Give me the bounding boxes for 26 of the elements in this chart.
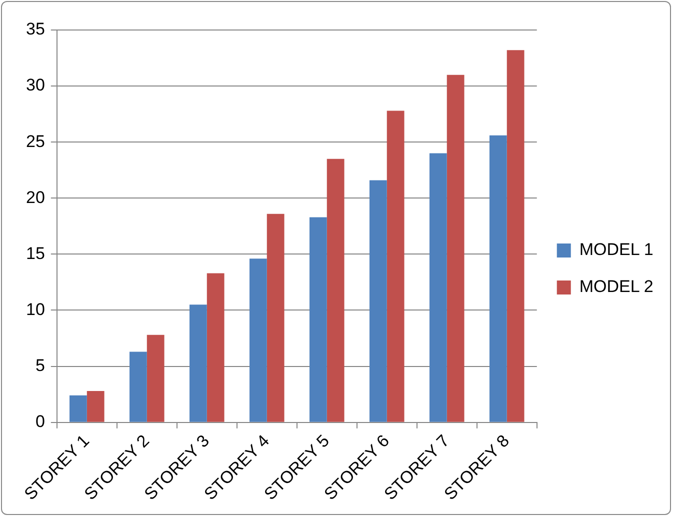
y-tick-label: 20: [26, 188, 45, 207]
legend-label: MODEL 1: [579, 240, 654, 260]
bar: [446, 74, 464, 422]
bar: [369, 180, 387, 422]
y-tick-label: 25: [26, 132, 45, 151]
bar: [249, 258, 267, 422]
y-tick-label: 10: [26, 300, 45, 319]
bar: [326, 158, 344, 422]
bar: [489, 135, 507, 422]
y-tick-label: 5: [35, 356, 45, 375]
bar: [266, 214, 284, 422]
bar: [506, 50, 524, 422]
bar: [86, 390, 104, 422]
bar: [190, 304, 207, 422]
y-tick-label: 15: [26, 244, 45, 263]
bar: [206, 273, 224, 422]
bar: [386, 110, 404, 422]
bar: [429, 153, 447, 422]
bar: [130, 352, 147, 422]
y-tick-label: 35: [26, 20, 45, 39]
bar: [70, 395, 87, 422]
legend-label: MODEL 2: [579, 277, 654, 296]
bar: [146, 334, 164, 422]
y-tick-label: 0: [35, 412, 45, 432]
y-tick-label: 30: [26, 76, 45, 95]
bar: [309, 217, 327, 422]
